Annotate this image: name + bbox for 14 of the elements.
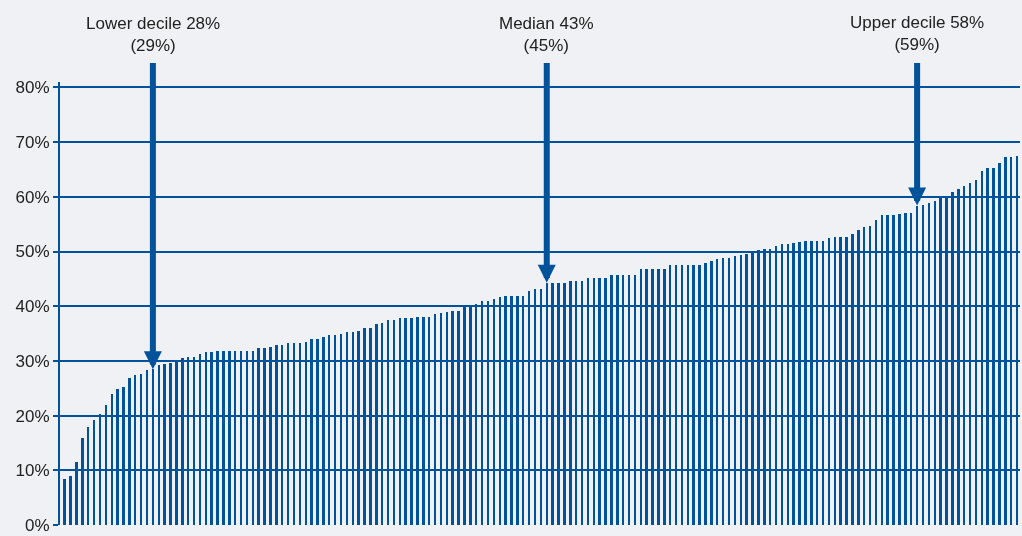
- y-tick-label: 0%: [25, 515, 50, 535]
- y-tick-label: 50%: [15, 242, 50, 262]
- annotation: Median 43% (45%): [499, 14, 594, 56]
- annotation: Lower decile 28% (29%): [86, 14, 221, 56]
- y-tick-label: 70%: [15, 133, 50, 153]
- y-tick-label: 40%: [15, 297, 50, 317]
- bar: [63, 479, 66, 525]
- y-tick-label: 60%: [15, 187, 50, 207]
- y-tick-label: 30%: [15, 351, 50, 371]
- y-tick-label: 10%: [15, 461, 50, 481]
- bar: [69, 476, 72, 525]
- y-tick-label: 80%: [15, 78, 50, 98]
- y-tick-label: 20%: [15, 406, 50, 426]
- annotation: Upper decile 58% (59%): [850, 13, 985, 55]
